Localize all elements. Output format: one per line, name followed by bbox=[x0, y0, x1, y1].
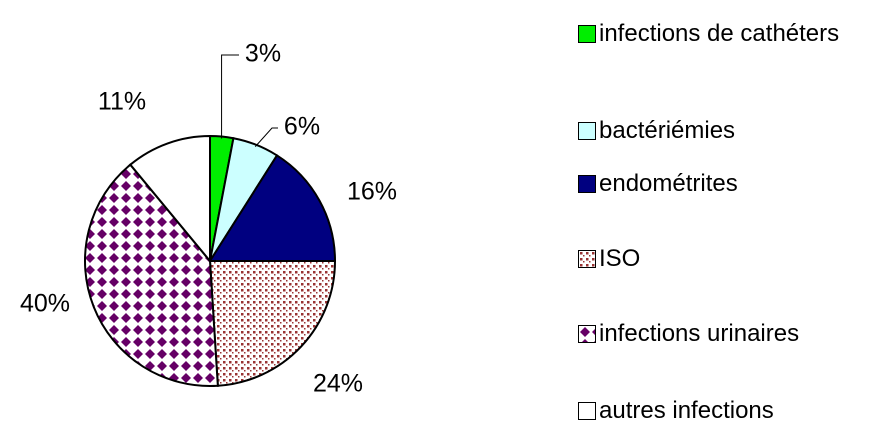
legend-swatch bbox=[578, 122, 596, 140]
data-label: 16% bbox=[347, 178, 397, 206]
legend-label: bactériémies bbox=[599, 117, 736, 144]
legend-label: ISO bbox=[599, 245, 641, 272]
pie-slice bbox=[128, 134, 211, 264]
legend-swatch bbox=[578, 175, 596, 193]
leader-line bbox=[254, 127, 278, 147]
legend-item: infections de cathéters bbox=[578, 16, 861, 51]
legend-item: autres infections bbox=[578, 393, 861, 423]
legend-swatch bbox=[578, 325, 596, 343]
data-label: 11% bbox=[98, 88, 146, 116]
legend-swatch bbox=[578, 402, 596, 420]
legend-item: endométrites bbox=[578, 166, 861, 201]
data-label: 24% bbox=[313, 370, 363, 398]
legend-item: bactériémies bbox=[578, 113, 861, 148]
pie-slice bbox=[84, 163, 219, 387]
leader-line bbox=[221, 54, 239, 139]
legend-label: infections urinaires bbox=[599, 320, 800, 347]
pie-slice bbox=[208, 154, 337, 262]
legend-swatch bbox=[578, 250, 596, 268]
data-label: 6% bbox=[284, 113, 320, 141]
legend-item: infections urinaires bbox=[578, 316, 861, 351]
legend-label: autres infections bbox=[599, 397, 774, 423]
legend-label: infections de cathéters bbox=[599, 20, 840, 47]
legend-item: ISO bbox=[578, 241, 861, 276]
data-label: 40% bbox=[20, 290, 70, 318]
legend-swatch bbox=[578, 25, 596, 43]
legend-label: endométrites bbox=[599, 170, 738, 197]
pie-slice bbox=[208, 260, 337, 387]
data-label: 3% bbox=[245, 40, 281, 68]
